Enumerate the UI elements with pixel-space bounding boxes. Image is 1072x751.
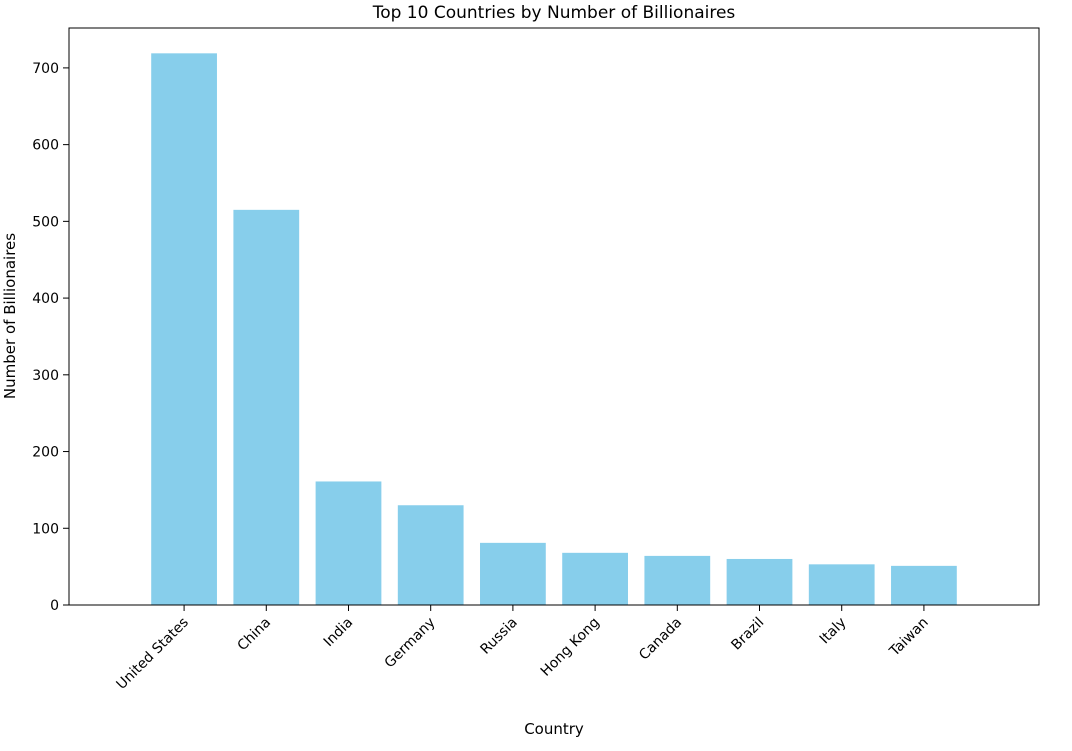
y-tick-label: 500 [32,214,59,230]
bars [151,53,957,605]
bar-hong-kong [562,552,628,605]
bar-germany [397,505,464,605]
bar-canada [644,555,711,605]
bar-china [233,209,300,605]
x-tick-label: Taiwan [886,615,932,661]
y-tick-label: 0 [50,598,59,614]
x-tick-label: Russia [478,615,521,658]
x-axis-label: Country [524,720,584,738]
y-tick-label: 100 [32,521,59,537]
plot-frame [68,27,1040,606]
bar-united-states [151,53,217,605]
y-tick-label: 300 [32,368,59,384]
chart-title: Top 10 Countries by Number of Billionair… [372,3,736,23]
bar-russia [480,542,546,605]
y-tick-label: 700 [32,61,59,77]
x-tick-label: Canada [636,615,685,664]
x-tick-label: Hong Kong [538,615,603,680]
x-tick-label: United States [114,615,192,693]
x-tick-label: China [235,615,275,655]
x-tick-label: Italy [817,615,850,648]
x-tick-label: India [321,615,357,651]
y-axis-ticks: 0 100 200 300 400 500 600 700 [32,61,69,614]
x-tick-label: Germany [382,615,439,672]
y-axis-label: Number of Billionaires [1,233,19,399]
bar-brazil [726,558,793,605]
y-tick-label: 200 [32,445,59,461]
x-tick-label: Brazil [728,615,767,654]
bar-taiwan [891,565,957,605]
bar-india [315,481,382,605]
x-axis-ticks: United States China India Germany Russia Hong… [114,605,932,693]
y-tick-label: 600 [32,138,59,154]
bar-italy [808,564,875,605]
y-tick-label: 400 [32,291,59,307]
